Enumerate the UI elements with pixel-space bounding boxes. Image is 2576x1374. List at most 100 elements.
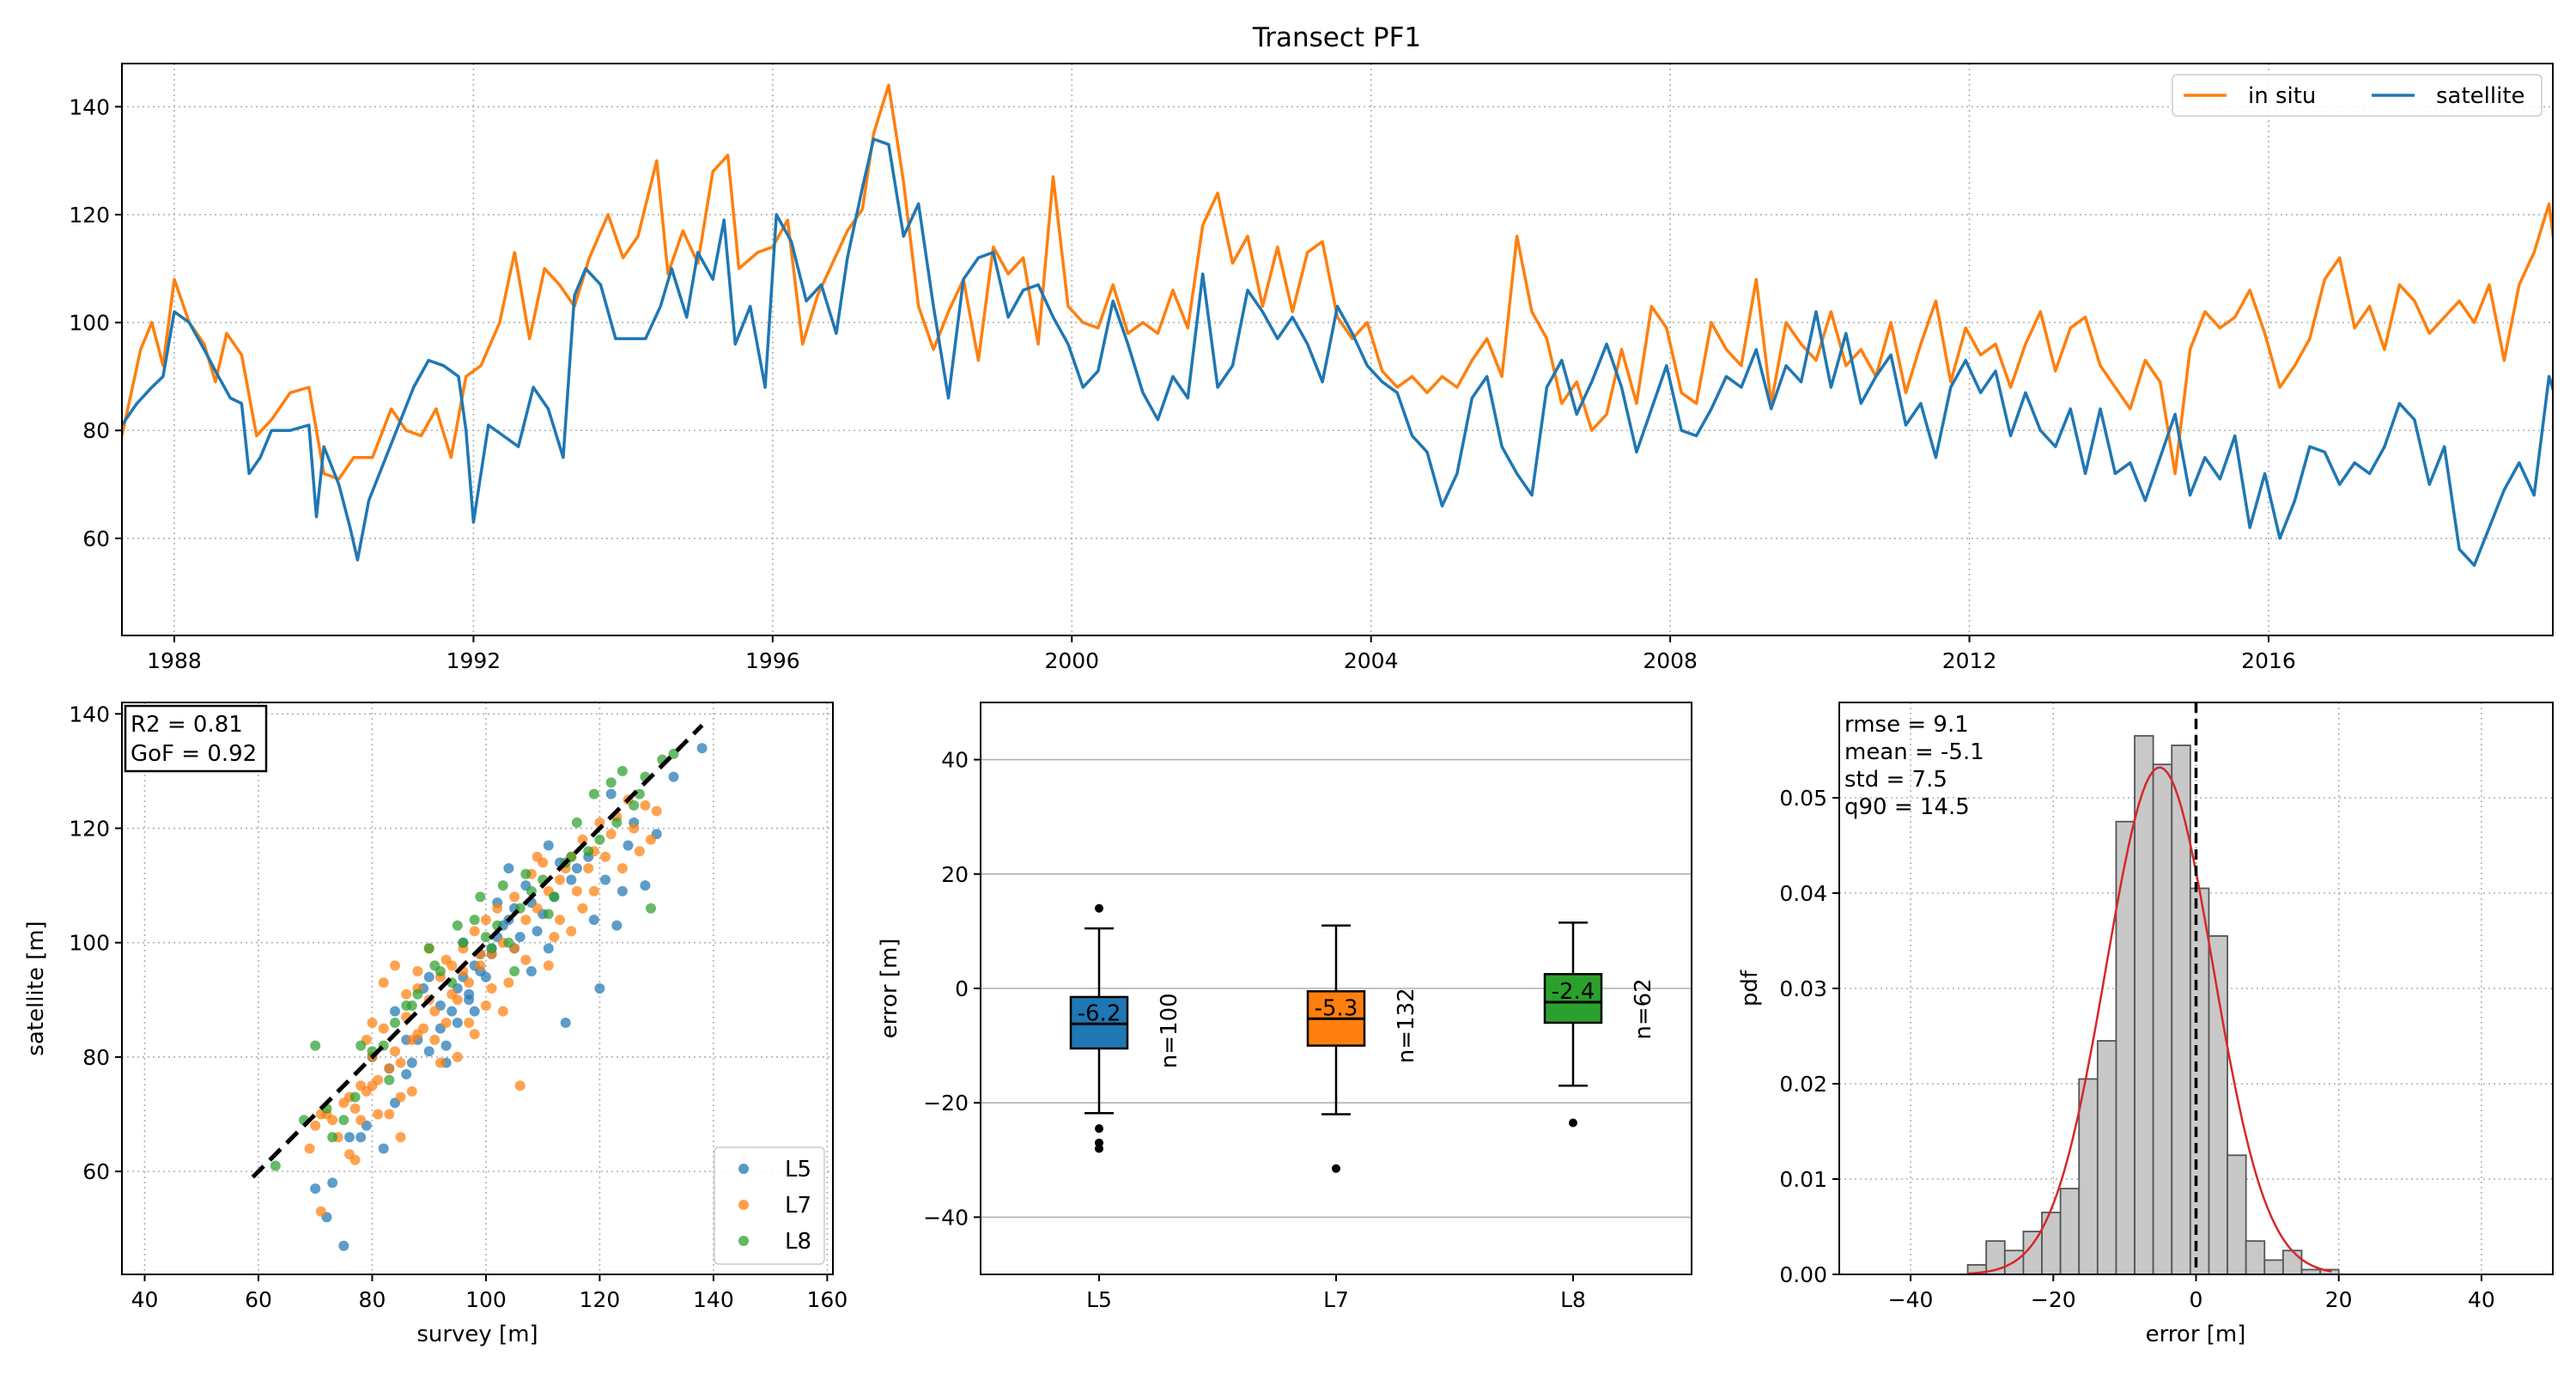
scatter-point-l7 [373, 1109, 384, 1120]
scatter-xlabel: survey [m] [416, 1322, 538, 1347]
scatter-point-l8 [452, 920, 463, 931]
timeseries-frame [121, 63, 2554, 636]
scatter-point-l8 [406, 1000, 417, 1011]
scatter-point-l5 [469, 1006, 480, 1017]
scatter-point-l7 [378, 1023, 389, 1034]
scatter-point-l5 [696, 743, 708, 754]
median-label-l5: -6.2 [1078, 1000, 1121, 1026]
scatter-point-l5 [588, 915, 599, 926]
scatter-point-l7 [646, 834, 656, 845]
scatter-point-l5 [406, 1057, 417, 1068]
scatter-point-l7 [349, 1103, 361, 1114]
x-tick-label: 120 [580, 1287, 621, 1312]
histogram-ylabel: pdf [1737, 970, 1763, 1006]
scatter-point-l8 [486, 943, 497, 954]
scatter-point-l8 [629, 799, 640, 811]
scatter-point-l7 [378, 977, 389, 988]
scatter-point-l7 [390, 1046, 400, 1057]
x-tick-label: −40 [1888, 1287, 1934, 1312]
y-tick-label: 0.00 [1779, 1262, 1827, 1287]
scatter-point-l5 [526, 966, 537, 976]
scatter-point-l7 [492, 903, 503, 914]
scatter-point-l5 [560, 1018, 571, 1028]
scatter-point-l7 [571, 885, 582, 897]
scatter-point-l5 [605, 788, 617, 799]
series-line-satellite [122, 137, 2553, 568]
scatter-point-l5 [611, 920, 623, 931]
scatter-point-l5 [338, 1240, 349, 1251]
boxplot-ylabel: error [m] [877, 939, 902, 1039]
scatter-point-l8 [480, 932, 491, 943]
legend-marker-l7 [738, 1200, 749, 1210]
legend-box [714, 1146, 825, 1265]
y-tick-label: 0.01 [1779, 1167, 1827, 1192]
stat-rmse: rmse = 9.1 [1844, 712, 1969, 738]
scatter-point-l7 [412, 966, 423, 976]
histogram-bar [2171, 745, 2191, 1275]
scatter-point-l5 [600, 874, 611, 885]
legend-label-l8: L8 [785, 1229, 811, 1255]
timeseries-panel: 1988 1992 1996 2000 2004 2008 2012 2016 60 80 100 1… [69, 63, 2554, 673]
x-tick-label: 140 [693, 1287, 734, 1312]
count-label-l8: n=62 [1631, 978, 1656, 1039]
x-tick-label: L7 [1323, 1287, 1349, 1312]
scatter-point-l8 [509, 966, 520, 976]
scatter-point-l5 [423, 1046, 434, 1057]
scatter-panel: 40 60 80 100 120 140 160 60 80 100 120 140 survey [… [23, 702, 848, 1347]
scatter-point-l7 [480, 1000, 491, 1011]
scatter-point-l8 [355, 1040, 367, 1051]
legend-label-l7: L7 [785, 1193, 811, 1219]
x-tick-label: 2012 [1942, 648, 1997, 673]
scatter-point-l8 [588, 788, 599, 799]
scatter-point-l8 [543, 909, 554, 920]
scatter-point-l7 [395, 1091, 406, 1103]
scatter-point-l5 [617, 885, 628, 897]
scatter-point-l5 [310, 1183, 321, 1195]
scatter-point-l7 [349, 1154, 361, 1165]
scatter-point-l7 [605, 829, 617, 840]
x-tick-label: 2000 [1044, 648, 1099, 673]
figure-title: Transect PF1 [1252, 22, 1421, 53]
legend-box [2172, 74, 2543, 117]
scatter-point-l7 [566, 926, 577, 937]
scatter-stats-box: R2 = 0.81 GoF = 0.92 [124, 704, 268, 773]
scatter-point-l8 [458, 937, 469, 948]
x-tick-label: 100 [465, 1287, 507, 1312]
histogram-bar [2208, 935, 2228, 1275]
scatter-point-l7 [464, 977, 475, 988]
x-tick-label: −20 [2031, 1287, 2076, 1312]
stats-box [124, 704, 268, 773]
histogram-bar [2096, 1040, 2117, 1275]
scatter-point-l8 [605, 777, 617, 788]
x-tick-label: 2016 [2241, 648, 2296, 673]
scatter-point-l7 [549, 932, 560, 943]
legend-label-satellite: satellite [2436, 83, 2525, 109]
scatter-point-l5 [452, 1018, 463, 1028]
y-tick-label: 140 [69, 702, 110, 727]
scatter-point-l8 [549, 891, 560, 903]
scatter-point-l7 [651, 806, 662, 817]
scatter-point-l5 [571, 863, 582, 874]
scatter-point-l7 [588, 885, 599, 897]
scatter-point-l8 [469, 915, 480, 926]
histogram-bar [2245, 1240, 2266, 1275]
one-to-one-line [251, 723, 704, 1179]
scatter-point-l5 [594, 983, 605, 994]
scatter-point-l8 [270, 1160, 281, 1171]
y-tick-label: 0.05 [1779, 786, 1827, 811]
scatter-point-l7 [577, 903, 588, 914]
scatter-point-l7 [367, 1018, 378, 1028]
scatter-point-l7 [434, 1057, 446, 1068]
median-label-l7: -5.3 [1315, 995, 1358, 1021]
legend-label-in-situ: in situ [2248, 83, 2316, 109]
x-tick-label: L8 [1560, 1287, 1586, 1312]
scatter-point-l7 [469, 926, 480, 937]
scatter-point-l7 [514, 1080, 526, 1091]
scatter-point-l7 [395, 1057, 406, 1068]
scatter-point-l7 [310, 1120, 321, 1131]
scatter-point-l7 [555, 915, 565, 926]
y-tick-label: 0.02 [1779, 1072, 1827, 1097]
stat-q90: q90 = 14.5 [1844, 794, 1970, 820]
y-tick-label: 0.03 [1779, 976, 1827, 1001]
